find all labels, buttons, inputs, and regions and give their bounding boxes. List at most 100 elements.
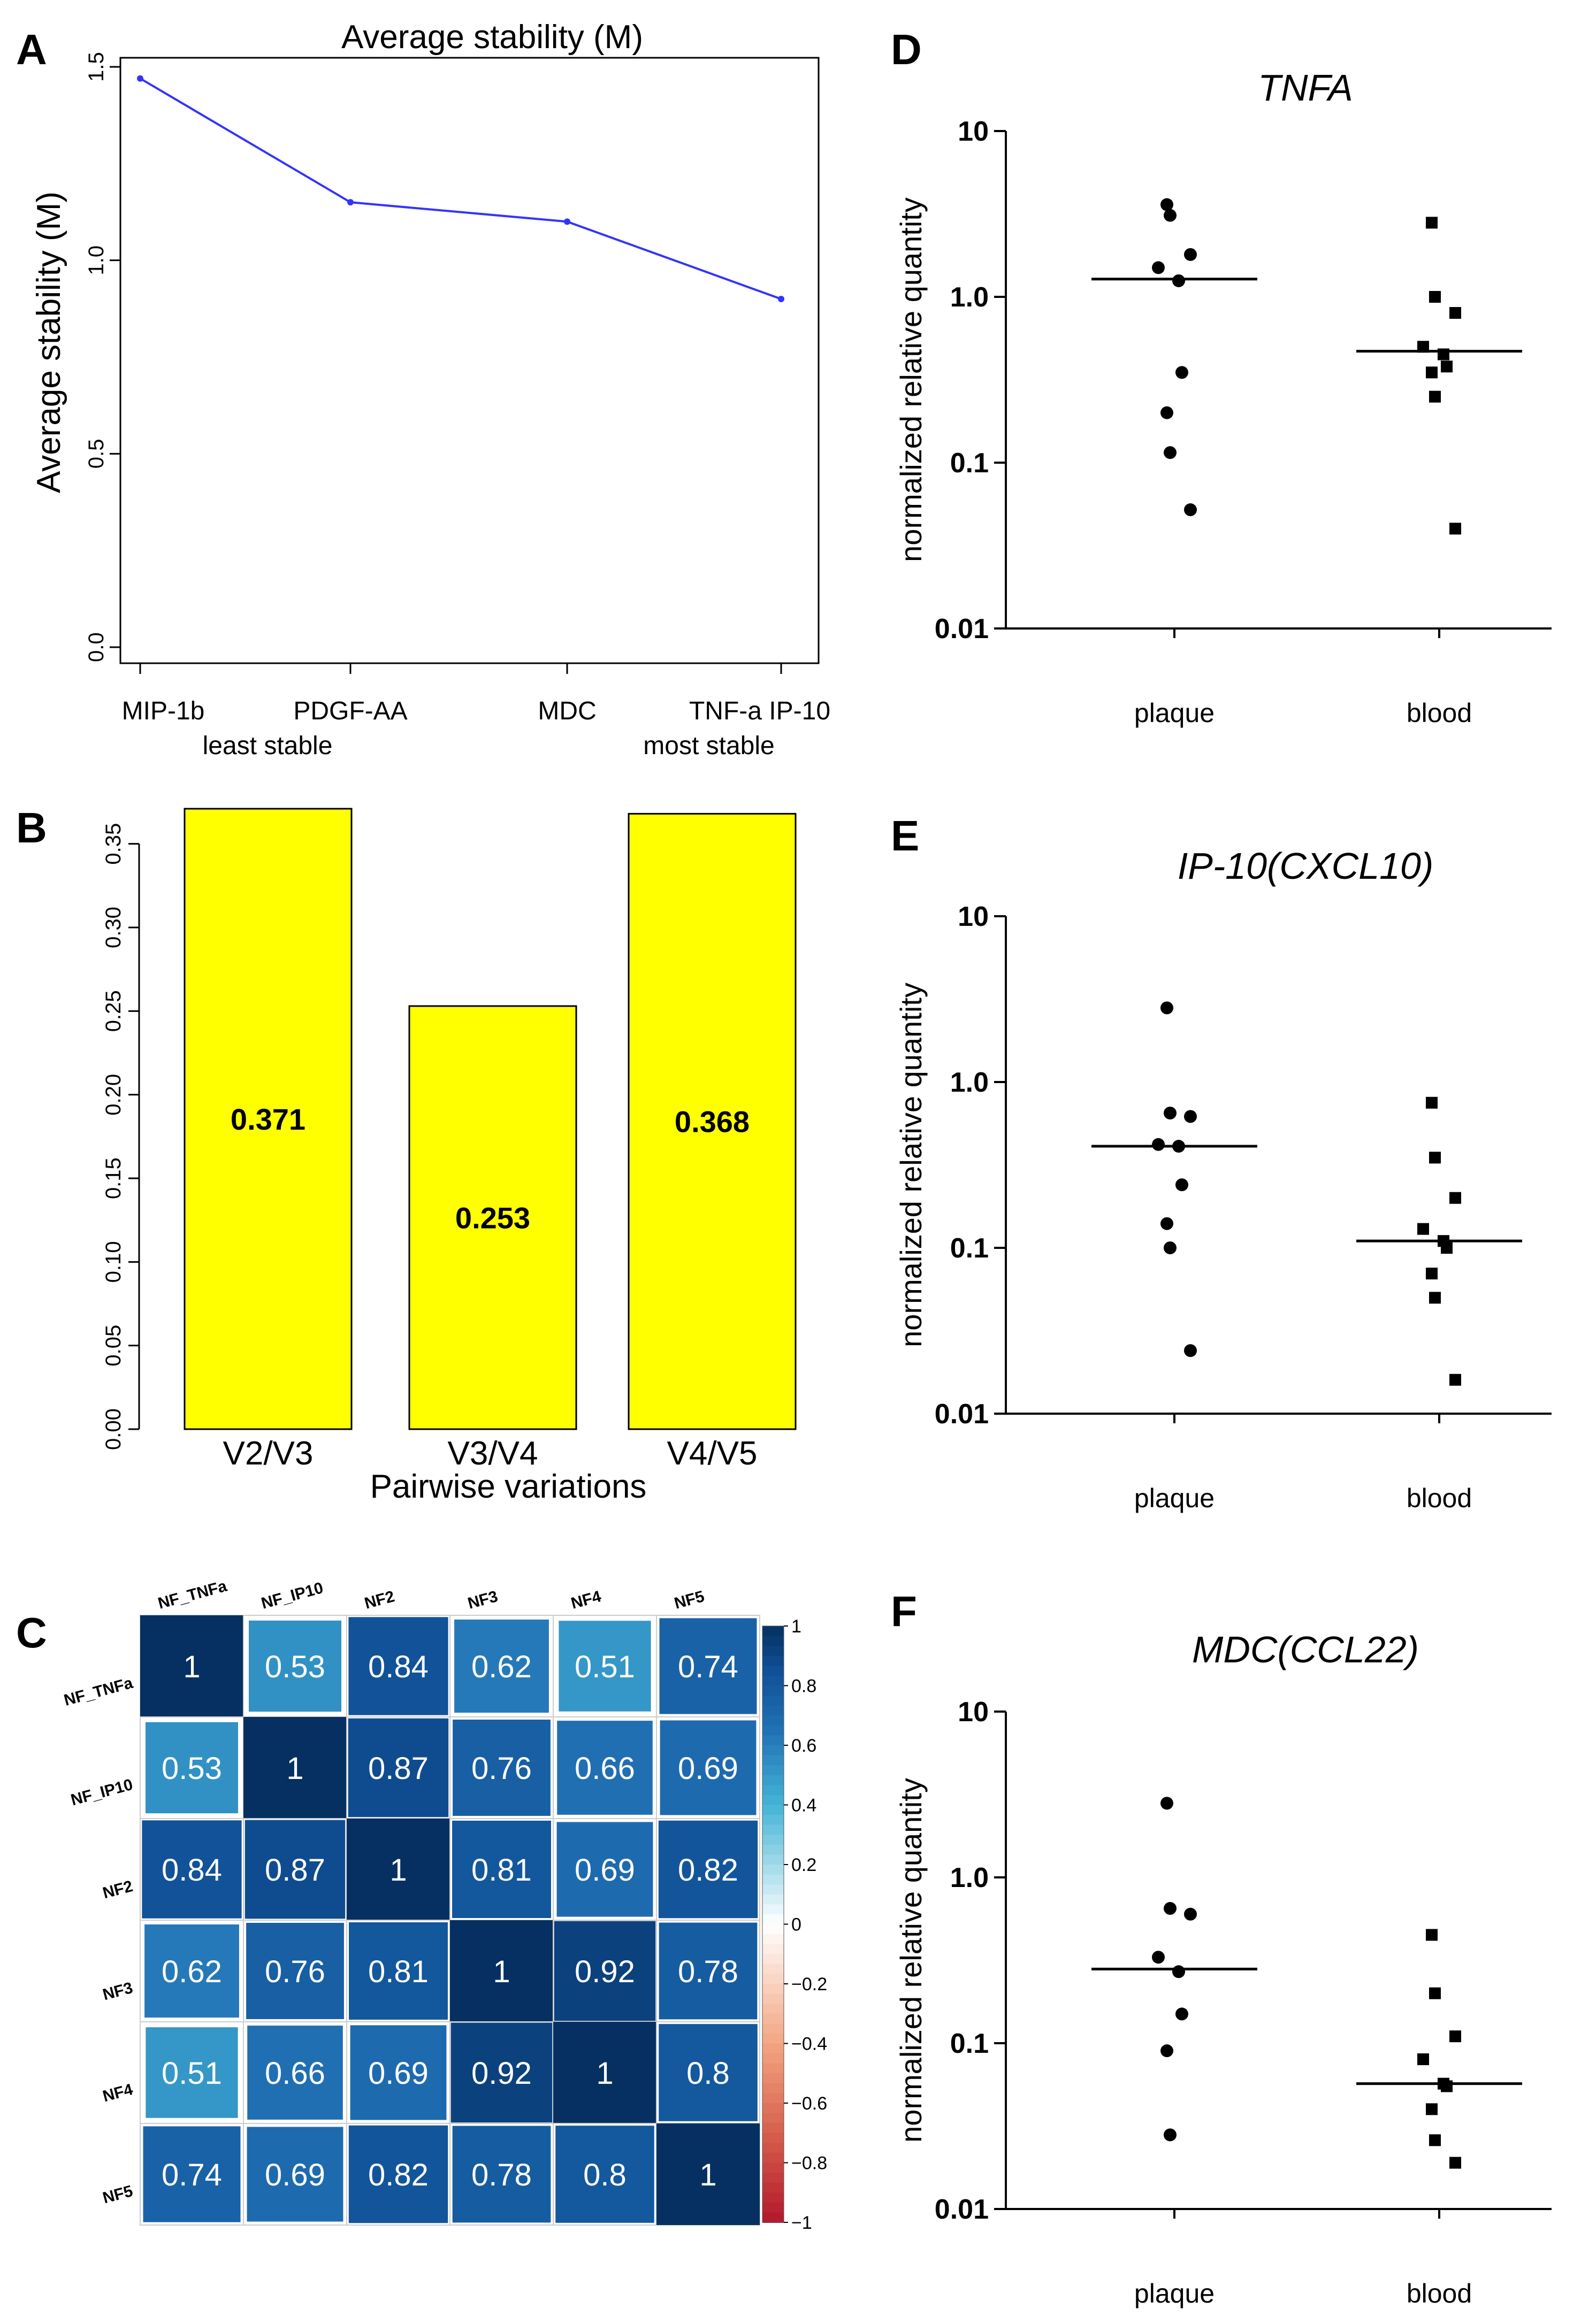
panel-c-cell: [454, 1619, 549, 1713]
panel-b-x-tick-label: V4/V5: [667, 1435, 758, 1472]
panel-c-cell: [660, 1720, 757, 1815]
panel-c-colorbar-segment: [762, 1626, 784, 1637]
panel-c-colorbar-segment: [762, 2113, 784, 2124]
panel-d-plaque-point: [1164, 446, 1177, 459]
panel-d-plaque-point: [1160, 198, 1173, 211]
panel-e-dot-plot: IP-10(CXCL10) normalized relative quantit…: [894, 845, 1552, 1513]
panel-f-x-tick-label: plaque: [1134, 2279, 1215, 2308]
panel-c-cell: [554, 1921, 656, 2021]
panel-d-y-tick-label: 1.0: [950, 282, 989, 313]
panel-c-colorbar-segment: [762, 1636, 784, 1647]
panel-c-colorbar-segment: [762, 1934, 784, 1945]
panel-d-plaque-point: [1172, 274, 1185, 287]
panel-c-cell: [142, 1820, 242, 1919]
panel-c-cell: [452, 1820, 551, 1919]
panel-c-cell-value: 0.8: [583, 2158, 627, 2192]
panel-c-colorbar-segment: [762, 2033, 784, 2044]
panel-c-colorbar-segment: [762, 1755, 784, 1766]
panel-c-cell-value: 0.53: [265, 1650, 325, 1684]
panel-e-blood-point: [1449, 1374, 1461, 1386]
panel-c-colorbar-segment: [762, 2152, 784, 2164]
panel-f-blood-point: [1449, 2157, 1461, 2169]
panel-c-cell-value: 0.51: [575, 1650, 635, 1684]
panel-a-most-stable-label: most stable: [643, 732, 774, 760]
panel-c-cell-value: 0.76: [265, 1954, 325, 1989]
panel-c-colorbar-tick-label: −0.2: [791, 1974, 827, 1995]
panel-d-blood-point: [1429, 291, 1441, 303]
panel-c-cell-value: 0.82: [678, 1853, 738, 1888]
panel-c-colorbar-segment: [762, 2192, 784, 2203]
panel-a-line-chart: Average stability (M) Average stability …: [30, 19, 830, 760]
panel-d-dot-plot: TNFA normalized relative quantity 10 1.0 0.1…: [894, 67, 1552, 728]
panel-c-cell-value: 0.66: [265, 2056, 325, 2091]
panel-c-colorbar-segment: [762, 2043, 784, 2054]
panel-a-y-axis: 0.0 0.5 1.0 1.5: [85, 52, 120, 662]
panel-e-y-tick-label: 0.1: [950, 1233, 989, 1264]
panel-c-cell: [347, 1819, 450, 1920]
panel-c-cell-value: 0.62: [471, 1650, 532, 1684]
panel-c-heatmap: 1 0.53 0.84 0.62 0.51 0.74 0.53 1 0.87 0.76 0.66 0.…: [62, 1577, 827, 2233]
panel-c-colorbar-segment: [762, 1844, 784, 1855]
panel-e-x-tick-label: plaque: [1134, 1483, 1215, 1513]
panel-b-y-tick-label: 0.00: [102, 1408, 125, 1450]
panel-c-colorbar-tick-label: −0.8: [791, 2153, 827, 2174]
panel-b-y-tick-label: 0.30: [102, 907, 125, 948]
panel-b-bar: [184, 808, 353, 1430]
panel-c-cell: [348, 1718, 449, 1817]
panel-c-cell-value: 0.78: [678, 1954, 738, 1989]
panel-c-colorbar-segment: [762, 1954, 784, 1965]
panel-f-plaque-point: [1164, 1901, 1177, 1915]
panel-a-line: [139, 77, 782, 300]
panel-d-y-axis-label: normalized relative quantity: [894, 197, 928, 562]
panel-c-cell-value: 1: [493, 1954, 510, 1989]
panel-c-cell: [656, 2123, 760, 2225]
panel-a-x-tick-label: MDC: [538, 697, 596, 725]
panel-c-colorbar-segment: [762, 1874, 784, 1885]
panel-c-colorbar-tick-label: 0.8: [791, 1676, 816, 1697]
panel-c-cell: [559, 1621, 651, 1712]
panel-d-blood-point: [1426, 366, 1438, 379]
panel-c-colorbar-tick-label: 0.6: [791, 1736, 816, 1756]
panel-a-x-tick-label: PDGF-AA: [293, 697, 407, 725]
panel-c-cell-value: 0.76: [471, 1751, 532, 1786]
panel-b-y-tick-label: 0.25: [102, 990, 125, 1032]
panel-f-blood-point: [1441, 2080, 1453, 2092]
panel-a-series: [137, 75, 784, 302]
panel-f-plaque-point: [1152, 1951, 1165, 1964]
panel-c-colorbar-segment: [762, 1884, 784, 1895]
panel-e-blood-point: [1426, 1096, 1438, 1109]
panel-a-least-stable-label: least stable: [203, 732, 333, 760]
panel-a-y-axis-label: Average stability (M): [30, 191, 67, 493]
panel-c-cell: [450, 1920, 553, 2022]
panel-c-colorbar-segment: [762, 2123, 784, 2134]
panel-e-y-tick-label: 0.01: [935, 1399, 989, 1430]
panel-c-cell: [555, 2126, 654, 2223]
panel-c-colorbar-segment: [762, 2162, 784, 2174]
panel-f-blood-point: [1449, 2030, 1461, 2043]
panel-a-y-tick-label: 1.0: [85, 246, 108, 275]
panel-c-cell: [659, 1618, 757, 1714]
panel-a-point: [778, 296, 784, 302]
panel-e-plaque-point: [1164, 1106, 1177, 1119]
panel-a-title: Average stability (M): [341, 19, 643, 56]
panel-letter-a: A: [16, 26, 47, 73]
panel-d-plaque-point: [1175, 366, 1188, 379]
panel-c-colorbar-segment: [762, 2093, 784, 2104]
panel-f-y-tick-label: 0.01: [935, 2194, 989, 2225]
panel-c-cell: [453, 1720, 551, 1816]
panel-f-plaque-point: [1160, 1797, 1173, 1810]
panel-c-cell: [144, 1924, 239, 2018]
panel-c-grid: 1 0.53 0.84 0.62 0.51 0.74 0.53 1 0.87 0.76 0.66 0.…: [62, 1577, 760, 2226]
panel-c-cell-value: 1: [596, 2056, 613, 2091]
panel-e-title: IP-10(CXCL10): [1178, 845, 1434, 887]
panel-b-x-tick-label: V3/V4: [448, 1435, 538, 1472]
panel-a-x-axis: MIP-1b PDGF-AA MDC TNF-a IP-10: [122, 663, 830, 725]
panel-e-plaque-point: [1152, 1138, 1165, 1151]
panel-c-cell: [143, 2126, 241, 2222]
panel-c-colorbar-segment: [762, 1775, 784, 1786]
panel-c-cell: [145, 1722, 239, 1814]
panel-a-point: [347, 199, 354, 206]
panel-c-colorbar-segment: [762, 1993, 784, 2005]
panel-c-cell: [140, 1615, 243, 1717]
